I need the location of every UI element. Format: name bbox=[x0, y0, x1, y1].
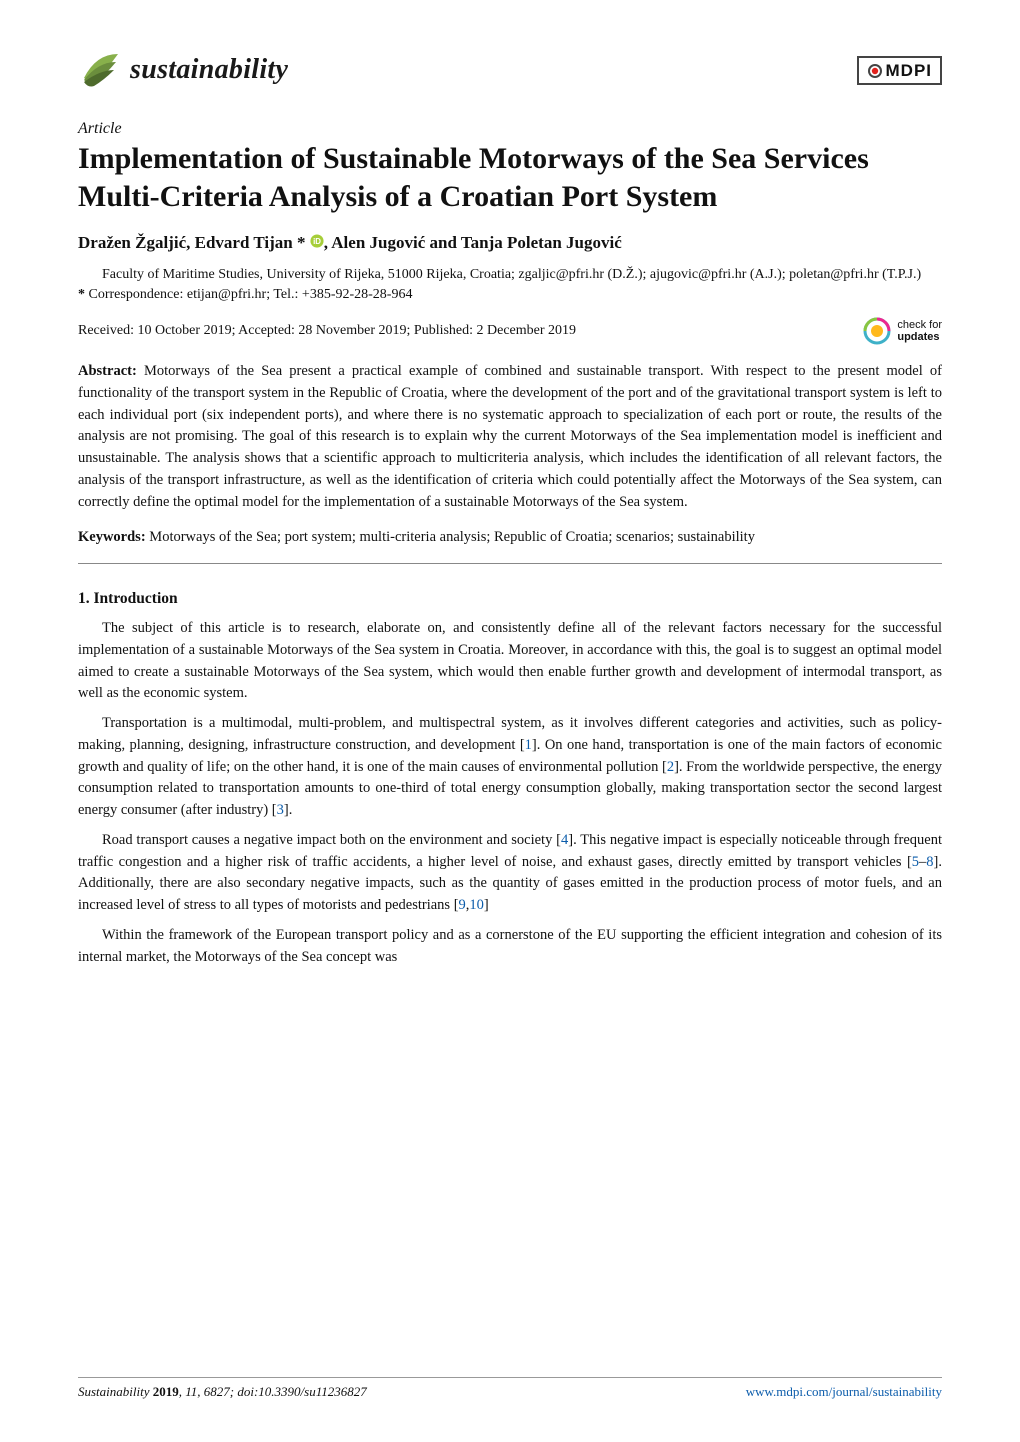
abstract-label: Abstract: bbox=[78, 363, 137, 379]
leaf-icon bbox=[78, 48, 122, 92]
reference-link[interactable]: 2 bbox=[667, 759, 674, 775]
article-type: Article bbox=[78, 120, 942, 138]
crossref-icon bbox=[863, 317, 891, 345]
reference-link[interactable]: 3 bbox=[277, 802, 284, 818]
correspondence-line: * Correspondence: etijan@pfri.hr; Tel.: … bbox=[78, 287, 942, 303]
page-header: sustainability MDPI bbox=[78, 48, 942, 92]
body-text: Road transport causes a negative impact … bbox=[102, 832, 561, 848]
svg-text:iD: iD bbox=[313, 237, 321, 246]
journal-url-link[interactable]: www.mdpi.com/journal/sustainability bbox=[746, 1384, 942, 1400]
mdpi-dot-icon bbox=[867, 63, 883, 79]
reference-link[interactable]: 10 bbox=[469, 897, 484, 913]
check-for-updates-badge[interactable]: check for updates bbox=[863, 317, 942, 345]
journal-name: sustainability bbox=[130, 54, 288, 86]
authors-tail: , Alen Jugović and Tanja Poletan Jugović bbox=[324, 233, 622, 252]
reference-link[interactable]: 8 bbox=[926, 854, 933, 870]
correspondence-text: Correspondence: etijan@pfri.hr; Tel.: +3… bbox=[89, 287, 413, 302]
authors-lead: Dražen Žgaljić, Edvard Tijan * bbox=[78, 233, 305, 252]
body-paragraph: Road transport causes a negative impact … bbox=[78, 830, 942, 917]
affiliation: Faculty of Maritime Studies, University … bbox=[102, 265, 942, 285]
reference-link[interactable]: 9 bbox=[459, 897, 466, 913]
page-footer: Sustainability 2019, 11, 6827; doi:10.33… bbox=[78, 1377, 942, 1400]
abstract-block: Abstract: Motorways of the Sea present a… bbox=[78, 361, 942, 513]
body-text: ] bbox=[484, 897, 489, 913]
keywords-block: Keywords: Motorways of the Sea; port sys… bbox=[78, 527, 942, 549]
keywords-text: Motorways of the Sea; port system; multi… bbox=[146, 529, 755, 545]
reference-link[interactable]: 1 bbox=[525, 737, 532, 753]
reference-link[interactable]: 5 bbox=[912, 854, 919, 870]
correspondence-star: * bbox=[78, 287, 85, 302]
publisher-name: MDPI bbox=[886, 61, 933, 81]
divider-rule bbox=[78, 563, 942, 564]
footer-year: 2019 bbox=[153, 1384, 179, 1399]
publication-dates: Received: 10 October 2019; Accepted: 28 … bbox=[78, 323, 576, 339]
check-updates-bottom: updates bbox=[897, 331, 939, 343]
body-text: ]. bbox=[284, 802, 292, 818]
section-heading-introduction: 1. Introduction bbox=[78, 590, 942, 608]
authors-line: Dražen Žgaljić, Edvard Tijan * iD , Alen… bbox=[78, 233, 942, 253]
journal-badge: sustainability bbox=[78, 48, 288, 92]
publisher-badge: MDPI bbox=[857, 56, 943, 85]
footer-issue-doi: , 11, 6827; doi:10.3390/su11236827 bbox=[179, 1384, 367, 1399]
orcid-icon: iD bbox=[310, 234, 324, 248]
body-paragraph: Within the framework of the European tra… bbox=[78, 925, 942, 969]
article-title: Implementation of Sustainable Motorways … bbox=[78, 140, 942, 217]
body-paragraph: The subject of this article is to resear… bbox=[78, 618, 942, 705]
keywords-label: Keywords: bbox=[78, 529, 146, 545]
abstract-text: Motorways of the Sea present a practical… bbox=[78, 363, 942, 510]
check-updates-top: check for bbox=[897, 319, 942, 331]
footer-journal: Sustainability bbox=[78, 1384, 153, 1399]
footer-left: Sustainability 2019, 11, 6827; doi:10.33… bbox=[78, 1384, 367, 1400]
dates-row: Received: 10 October 2019; Accepted: 28 … bbox=[78, 317, 942, 345]
body-paragraph: Transportation is a multimodal, multi-pr… bbox=[78, 713, 942, 822]
check-updates-text: check for updates bbox=[897, 319, 942, 343]
